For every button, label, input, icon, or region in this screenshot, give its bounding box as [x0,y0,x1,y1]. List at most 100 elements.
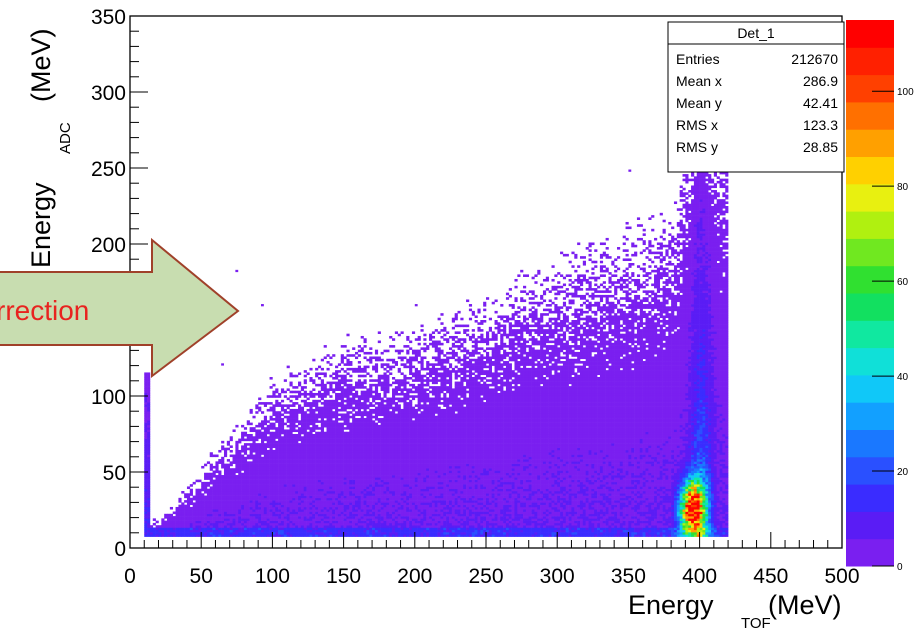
heatmap-cell [210,512,213,515]
heatmap-cell [250,475,253,478]
heatmap-cell [309,516,312,519]
heatmap-cell [292,496,295,499]
heatmap-cell [401,534,404,537]
heatmap-cell [318,459,321,462]
heatmap-cell [324,423,327,426]
heatmap-cell [406,459,409,462]
heatmap-cell [415,455,418,458]
heatmap-cell [281,425,284,428]
heatmap-cell [235,502,238,505]
heatmap-cell [406,477,409,480]
heatmap-cell [332,372,335,375]
heatmap-cell [375,445,378,448]
heatmap-cell [335,420,338,423]
heatmap-cell [389,527,392,530]
heatmap-cell [415,420,418,423]
heatmap-cell [250,466,253,469]
heatmap-cell [153,523,156,526]
heatmap-cell [381,445,384,448]
heatmap-cell [207,489,210,492]
heatmap-cell [332,416,335,419]
heatmap-cell [401,470,404,473]
heatmap-cell [423,468,426,471]
heatmap-cell [344,473,347,476]
heatmap-cell [144,418,147,421]
heatmap-cell [401,491,404,494]
heatmap-cell [178,500,181,503]
heatmap-cell [386,491,389,494]
heatmap-cell [147,409,150,412]
heatmap-cell [210,475,213,478]
heatmap-cell [401,489,404,492]
heatmap-cell [307,509,310,512]
heatmap-cell [235,523,238,526]
heatmap-cell [409,409,412,412]
heatmap-cell [144,443,147,446]
heatmap-cell [329,502,332,505]
heatmap-cell [252,457,255,460]
heatmap-cell [255,450,258,453]
heatmap-cell [235,496,238,499]
heatmap-cell [233,486,236,489]
heatmap-cell [381,477,384,480]
heatmap-cell [287,457,290,460]
heatmap-cell [383,509,386,512]
heatmap-cell [361,459,364,462]
heatmap-cell [403,423,406,426]
heatmap-cell [358,382,361,385]
heatmap-cell [193,482,196,485]
heatmap-cell [366,425,369,428]
heatmap-cell [327,452,330,455]
heatmap-cell [412,331,415,334]
heatmap-cell [235,509,238,512]
heatmap-cell [173,521,176,524]
heatmap-cell [366,480,369,483]
heatmap-cell [358,466,361,469]
heatmap-cell [147,530,150,533]
heatmap-cell [261,411,264,414]
heatmap-cell [355,484,358,487]
heatmap-cell [309,436,312,439]
heatmap-cell [386,436,389,439]
heatmap-cell [338,379,341,382]
heatmap-cell [224,525,227,528]
heatmap-cell [264,429,267,432]
heatmap-cell [412,461,415,464]
heatmap-cell [349,468,352,471]
heatmap-cell [381,489,384,492]
heatmap-cell [366,461,369,464]
heatmap-cell [312,409,315,412]
heatmap-cell [341,429,344,432]
heatmap-cell [144,505,147,508]
heatmap-cell [412,518,415,521]
heatmap-cell [318,407,321,410]
heatmap-cell [247,423,250,426]
heatmap-cell [267,470,270,473]
heatmap-cell [349,489,352,492]
heatmap-cell [281,413,284,416]
heatmap-cell [329,461,332,464]
heatmap-cell [215,498,218,501]
heatmap-cell [292,441,295,444]
heatmap-cell [341,356,344,359]
heatmap-cell [349,455,352,458]
heatmap-cell [346,491,349,494]
heatmap-cell [412,366,415,369]
heatmap-cell [295,441,298,444]
heatmap-cell [309,461,312,464]
heatmap-cell [412,386,415,389]
heatmap-cell [423,514,426,517]
heatmap-cell [381,434,384,437]
heatmap-cell [309,514,312,517]
heatmap-cell [406,468,409,471]
heatmap-cell [366,400,369,403]
heatmap-cell [167,516,170,519]
heatmap-cell [284,518,287,521]
heatmap-cell [324,491,327,494]
heatmap-cell [406,395,409,398]
heatmap-cell [398,413,401,416]
heatmap-cell [309,441,312,444]
heatmap-cell [318,521,321,524]
heatmap-cell [247,420,250,423]
heatmap-cell [281,509,284,512]
